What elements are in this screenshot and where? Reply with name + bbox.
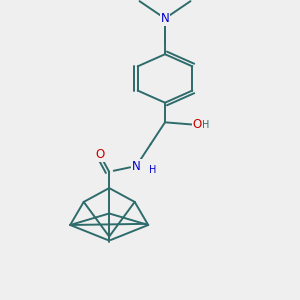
Text: N: N — [132, 160, 141, 173]
Text: O: O — [96, 148, 105, 161]
Text: H: H — [149, 165, 156, 175]
Text: O: O — [193, 118, 202, 131]
Text: N: N — [160, 12, 169, 25]
Text: H: H — [202, 120, 209, 130]
